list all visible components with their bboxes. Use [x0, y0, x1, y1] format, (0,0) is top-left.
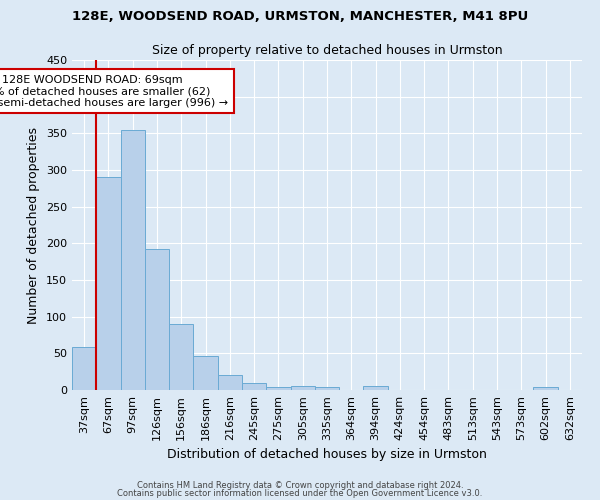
Bar [169, 324, 193, 390]
Bar [242, 384, 266, 390]
Bar [96, 178, 121, 390]
Text: Contains public sector information licensed under the Open Government Licence v3: Contains public sector information licen… [118, 488, 482, 498]
Bar [193, 356, 218, 390]
Bar [121, 130, 145, 390]
Bar [145, 249, 169, 390]
Bar [72, 348, 96, 390]
X-axis label: Distribution of detached houses by size in Urmston: Distribution of detached houses by size … [167, 448, 487, 462]
Bar [290, 386, 315, 390]
Y-axis label: Number of detached properties: Number of detached properties [28, 126, 40, 324]
Text: 128E, WOODSEND ROAD, URMSTON, MANCHESTER, M41 8PU: 128E, WOODSEND ROAD, URMSTON, MANCHESTER… [72, 10, 528, 23]
Bar [218, 374, 242, 390]
Bar [364, 386, 388, 390]
Text: Contains HM Land Registry data © Crown copyright and database right 2024.: Contains HM Land Registry data © Crown c… [137, 481, 463, 490]
Bar [315, 387, 339, 390]
Title: Size of property relative to detached houses in Urmston: Size of property relative to detached ho… [152, 44, 502, 58]
Bar [533, 387, 558, 390]
Bar [266, 387, 290, 390]
Text: 128E WOODSEND ROAD: 69sqm
← 6% of detached houses are smaller (62)
94% of semi-d: 128E WOODSEND ROAD: 69sqm ← 6% of detach… [0, 74, 229, 108]
